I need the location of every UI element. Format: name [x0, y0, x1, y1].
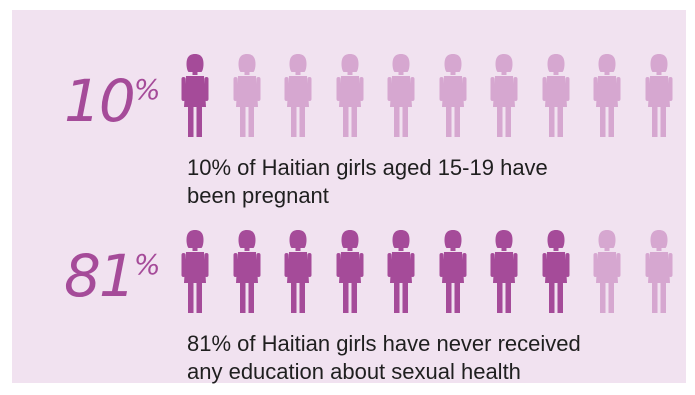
- caption-line: 10% of Haitian girls aged 15-19 have: [187, 155, 548, 180]
- big-percentage-symbol: %: [133, 248, 161, 281]
- girl-figure-icon-empty: [335, 52, 365, 138]
- caption-line: been pregnant: [187, 183, 329, 208]
- girl-figure-icon-filled: [489, 228, 519, 314]
- girl-figure-icon-empty: [541, 52, 571, 138]
- girl-figure-icon-empty: [232, 52, 262, 138]
- big-percentage-number: 10: [64, 67, 136, 135]
- girl-figure-icon-empty: [644, 228, 674, 314]
- pictogram-icons: [180, 228, 680, 314]
- girl-figure-icon-filled: [335, 228, 365, 314]
- girl-figure-icon-empty: [592, 228, 622, 314]
- girl-figure-icon-filled: [180, 52, 210, 138]
- big-percentage-symbol: %: [133, 73, 161, 106]
- big-percentage: 10%: [64, 72, 160, 130]
- caption-line: any education about sexual health: [187, 359, 521, 384]
- big-percentage: 81%: [64, 247, 160, 305]
- stat-caption: 81% of Haitian girls have never received…: [187, 330, 677, 386]
- girl-figure-icon-filled: [283, 228, 313, 314]
- girl-figure-icon-filled: [180, 228, 210, 314]
- big-percentage-number: 81: [64, 242, 136, 310]
- girl-figure-icon-empty: [438, 52, 468, 138]
- girl-figure-icon-empty: [283, 52, 313, 138]
- girl-figure-icon-filled: [386, 228, 416, 314]
- stat-caption: 10% of Haitian girls aged 15-19 have bee…: [187, 154, 677, 210]
- pictogram-icons: [180, 52, 680, 138]
- girl-figure-icon-filled: [232, 228, 262, 314]
- girl-figure-icon-empty: [386, 52, 416, 138]
- girl-figure-icon-filled: [541, 228, 571, 314]
- girl-figure-icon-empty: [592, 52, 622, 138]
- caption-line: 81% of Haitian girls have never received: [187, 331, 581, 356]
- girl-figure-icon-filled: [438, 228, 468, 314]
- girl-figure-icon-empty: [489, 52, 519, 138]
- infographic-card: 10% 10% of Haitian girls aged 15-19 have…: [12, 10, 686, 386]
- girl-figure-icon-empty: [644, 52, 674, 138]
